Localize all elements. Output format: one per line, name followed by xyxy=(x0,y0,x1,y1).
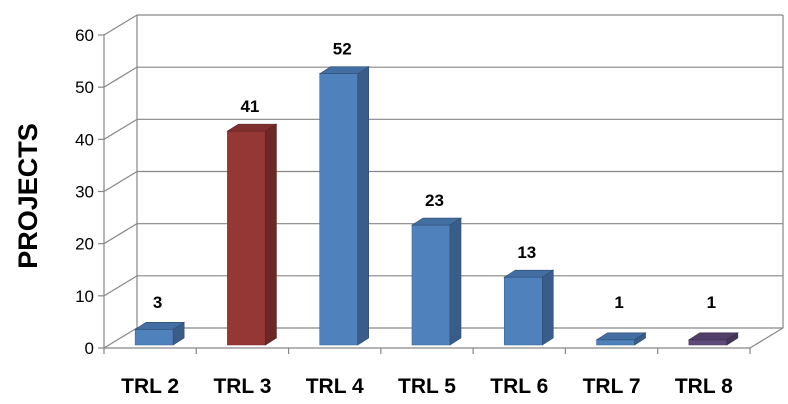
x-tick-label: TRL 5 xyxy=(398,375,456,398)
y-tick-label: 40 xyxy=(75,130,94,149)
x-tick-label: TRL 3 xyxy=(213,375,271,398)
x-tick-label: TRL 4 xyxy=(306,375,364,398)
data-label: 1 xyxy=(614,293,623,312)
y-tick-label: 50 xyxy=(75,78,94,97)
bar-trl-4 xyxy=(318,66,370,346)
x-tick-label: TRL 8 xyxy=(675,375,733,398)
x-tick-label: TRL 7 xyxy=(583,375,641,398)
floor-right-edge xyxy=(749,327,784,349)
y-tick-label: 0 xyxy=(85,339,94,358)
gridline-side xyxy=(103,170,138,193)
gridline-side xyxy=(103,14,138,36)
bar-trl-6 xyxy=(503,269,555,346)
gridline-side xyxy=(103,275,138,297)
bar-trl-3 xyxy=(226,123,278,346)
data-label: 52 xyxy=(333,40,352,59)
bar-top xyxy=(410,217,463,226)
labels: 0 10 20 30 40 50 60 3 TRL 2 41 TRL 3 52 TRL 4 23 TRL 5… xyxy=(75,26,733,398)
bar-front xyxy=(688,339,728,346)
bar-trl-5 xyxy=(410,217,463,346)
data-label: 23 xyxy=(425,191,444,210)
bar-top xyxy=(226,123,278,132)
bar-top xyxy=(318,66,370,75)
bar-front xyxy=(411,224,451,346)
bar-side xyxy=(541,269,554,346)
data-label: 3 xyxy=(153,293,162,312)
bar-trl-7 xyxy=(595,332,647,346)
bar-front xyxy=(227,130,266,346)
bar-front xyxy=(319,73,359,346)
x-tick-label: TRL 2 xyxy=(121,375,179,398)
gridline-side xyxy=(103,118,138,140)
bar-side xyxy=(449,217,462,346)
axes xyxy=(98,15,784,354)
bar-top xyxy=(595,332,647,341)
data-label: 1 xyxy=(707,293,716,312)
bar-side xyxy=(265,123,277,346)
data-label: 13 xyxy=(517,243,536,262)
bar-front xyxy=(134,329,174,346)
y-tick-label: 30 xyxy=(75,183,94,202)
gridline-side xyxy=(103,66,138,88)
data-label: 41 xyxy=(240,97,259,116)
bar-top xyxy=(687,332,739,341)
gridline-side xyxy=(103,223,138,245)
bar-top xyxy=(134,322,186,330)
y-axis-title: PROJECTS xyxy=(13,123,43,269)
bar-side xyxy=(357,66,370,346)
bar-front xyxy=(503,276,543,346)
bar-top xyxy=(503,269,555,278)
gridline-side xyxy=(103,327,138,349)
x-tick-label: TRL 6 xyxy=(490,375,548,398)
y-tick-label: 20 xyxy=(75,235,94,254)
bar-front xyxy=(596,339,635,346)
bars xyxy=(134,66,739,346)
y-tick-label: 60 xyxy=(75,26,94,45)
bar-trl-2 xyxy=(134,321,186,346)
y-tick-label: 10 xyxy=(75,287,94,306)
bar-trl-8 xyxy=(687,332,739,346)
